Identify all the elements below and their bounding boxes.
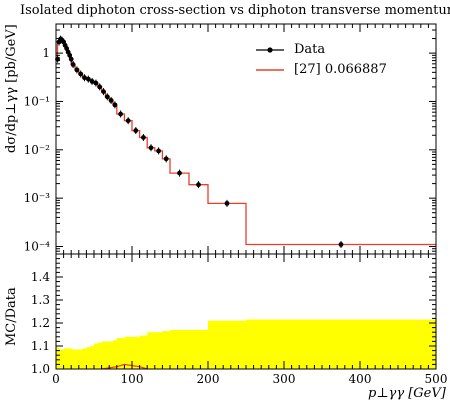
data-point bbox=[101, 89, 106, 94]
data-point bbox=[141, 135, 146, 140]
data-point bbox=[163, 156, 169, 162]
data-point bbox=[112, 102, 118, 108]
ratio-band-bin bbox=[109, 341, 114, 369]
data-point bbox=[74, 67, 80, 73]
ratio-band-bin bbox=[90, 346, 95, 369]
data-point bbox=[133, 128, 139, 133]
ratio-band-bin bbox=[124, 336, 133, 369]
upper-y-tick-label: 10⁻³ bbox=[24, 191, 51, 205]
ratio-band-bin bbox=[78, 349, 83, 369]
x-axis-label: p⊥γγ [GeV] bbox=[368, 386, 446, 401]
ratio-band-bin bbox=[105, 341, 110, 369]
data-point bbox=[156, 148, 162, 154]
data-point bbox=[70, 62, 76, 67]
ratio-band-bin bbox=[68, 348, 70, 369]
ratio-band-bin bbox=[154, 332, 163, 369]
ratio-band-bin bbox=[56, 347, 58, 369]
x-tick-label: 400 bbox=[349, 372, 372, 386]
upper-y-tick-label: 10⁻² bbox=[24, 143, 51, 157]
ratio-band-bin bbox=[170, 329, 190, 369]
upper-y-axis-label: dσ/dp⊥γγ [pb/GeV] bbox=[4, 24, 19, 153]
data-point bbox=[196, 182, 201, 188]
ratio-band-bin bbox=[246, 319, 437, 369]
lower-y-tick-label: 1.1 bbox=[31, 339, 50, 353]
ratio-band-bin bbox=[147, 332, 156, 369]
data-point bbox=[118, 111, 123, 117]
ratio-band-bin bbox=[63, 348, 66, 369]
ratio-band-bin bbox=[59, 349, 61, 369]
ratio-band-bin bbox=[208, 320, 247, 369]
lower-y-tick-label: 1.3 bbox=[31, 293, 50, 307]
x-tick-label: 100 bbox=[121, 372, 144, 386]
ratio-band-bin bbox=[69, 348, 72, 369]
data-point bbox=[338, 242, 344, 247]
ratio-band-bin bbox=[71, 349, 76, 369]
data-point bbox=[89, 78, 95, 84]
x-tick-label: 300 bbox=[273, 372, 296, 386]
lower-y-tick-label: 1.2 bbox=[31, 316, 50, 330]
upper-y-tick-label: 10⁻¹ bbox=[24, 94, 50, 108]
ratio-band-bin bbox=[86, 347, 91, 369]
upper-y-tick-label: 1 bbox=[42, 46, 50, 60]
lower-y-tick-label: 1.0 bbox=[31, 362, 50, 376]
ratio-band-bin bbox=[113, 340, 118, 369]
data-point bbox=[148, 145, 154, 151]
data-point bbox=[78, 71, 84, 77]
data-point bbox=[68, 56, 74, 62]
ratio-band-bin bbox=[94, 343, 99, 369]
ratio-band-bin bbox=[65, 348, 67, 369]
x-tick-label: 500 bbox=[425, 372, 448, 386]
data-point bbox=[82, 75, 87, 81]
data-point bbox=[177, 170, 182, 176]
upper-y-tick-label: 10⁻⁴ bbox=[24, 240, 51, 254]
data-point bbox=[125, 118, 131, 124]
lower-y-tick-label: 1.4 bbox=[31, 270, 50, 284]
ratio-band-bin bbox=[66, 348, 69, 369]
legend-marker-data-point bbox=[267, 47, 273, 53]
legend-label-data: Data bbox=[294, 42, 326, 57]
data-point bbox=[97, 84, 103, 90]
data-point bbox=[93, 80, 99, 86]
lower-y-axis-label: MC/Data bbox=[4, 287, 19, 346]
ratio-band-bin bbox=[62, 349, 64, 369]
ratio-band-bin bbox=[132, 336, 140, 369]
ratio-band-bin bbox=[60, 349, 63, 369]
ratio-band-bin bbox=[139, 335, 148, 369]
ratio-band-bin bbox=[82, 348, 87, 369]
x-tick-label: 200 bbox=[197, 372, 220, 386]
ratio-band-bin bbox=[57, 348, 60, 369]
data-point bbox=[85, 76, 91, 82]
ratio-band-bin bbox=[75, 349, 80, 369]
data-point bbox=[104, 94, 110, 100]
ratio-band-bin bbox=[162, 331, 171, 369]
data-point bbox=[224, 200, 230, 206]
data-point bbox=[108, 98, 114, 103]
legend-label-mc: [27] 0.066887 bbox=[294, 62, 387, 77]
ratio-band-bin bbox=[116, 337, 125, 369]
ratio-band-bin bbox=[101, 341, 106, 369]
ratio-band-bin bbox=[189, 329, 209, 369]
x-tick-label: 0 bbox=[52, 372, 60, 386]
ratio-band-bin bbox=[97, 342, 102, 369]
chart-title: Isolated diphoton cross-section vs dipho… bbox=[20, 3, 450, 18]
